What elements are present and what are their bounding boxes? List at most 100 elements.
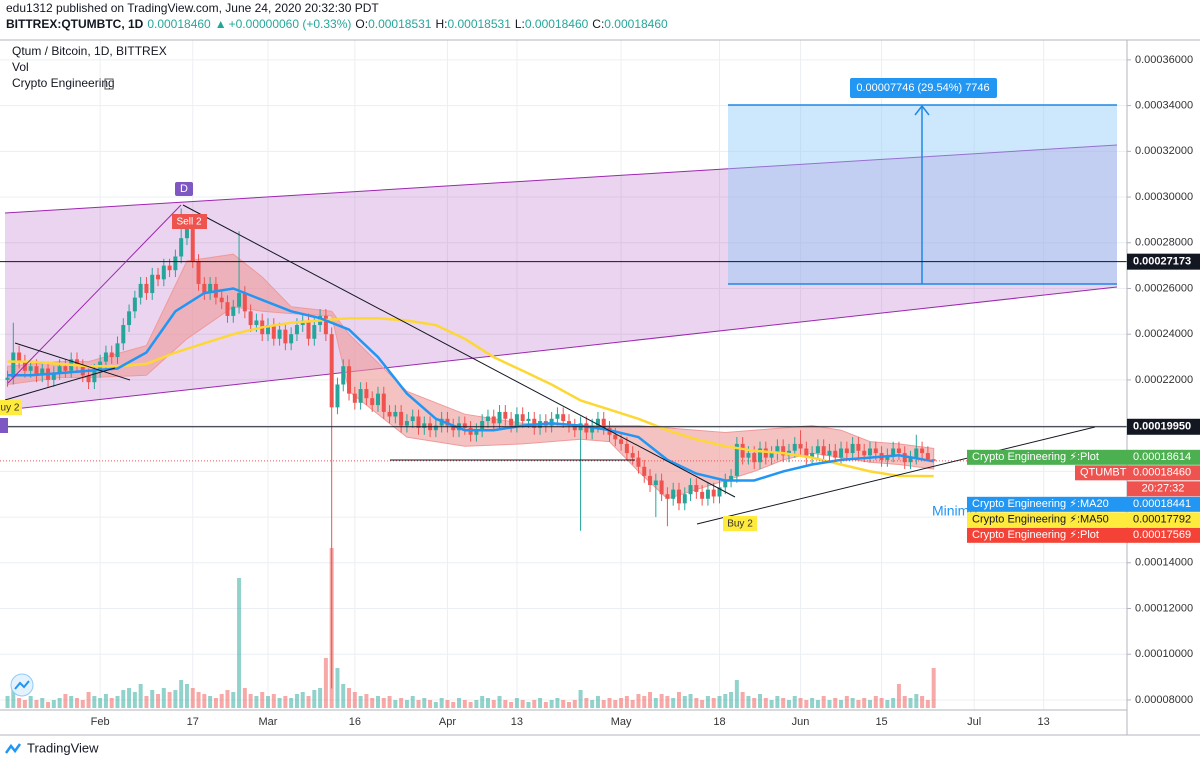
countdown: 20:27:32 [1142, 483, 1185, 495]
candle-body [642, 466, 647, 476]
candle-body [584, 423, 589, 433]
volume-bar [46, 702, 51, 708]
volume-bar [237, 578, 242, 708]
volume-bar [891, 698, 896, 708]
marker-value-box [1127, 449, 1200, 465]
y-tick-label: 0.00014000 [1135, 557, 1193, 569]
header-line: BITTREX:QTUMBTC, 1D 0.00018460 ▲ +0.0000006… [6, 17, 668, 31]
candle-body [167, 265, 172, 271]
moving-average [7, 316, 934, 478]
y-tick-label: 0.00008000 [1135, 694, 1193, 706]
candle-body [839, 448, 844, 458]
y-tick-label: 0.00032000 [1135, 145, 1193, 157]
candle-body [289, 334, 294, 344]
volume-bar [480, 696, 485, 708]
x-tick-label: Jul [967, 716, 981, 728]
x-tick-label: May [611, 716, 632, 728]
marker-name: QTUMBTC [1080, 467, 1134, 479]
volume-bar [277, 698, 282, 708]
symbol: BITTREX:QTUMBTC, 1D [6, 17, 144, 31]
candle-body [184, 229, 189, 239]
candle-body [566, 421, 571, 426]
candle-body [561, 414, 566, 422]
candle-body [723, 480, 728, 488]
volume-bar [729, 692, 734, 708]
volume-bar [289, 698, 294, 708]
volume-bar [659, 694, 664, 708]
volume-bar [572, 700, 577, 708]
candle-body [462, 423, 467, 428]
volume-bar [781, 698, 786, 708]
volume-bar [40, 698, 45, 708]
volume-bar [318, 688, 323, 708]
candle-body [86, 375, 91, 383]
candle-body [850, 443, 855, 454]
volume-bar [630, 700, 635, 708]
d-label-box [175, 182, 193, 196]
volume-bar [98, 698, 103, 708]
volume-bar [439, 698, 444, 708]
candle-body [202, 283, 207, 294]
volume-bar [103, 694, 108, 708]
candle-body [798, 443, 803, 449]
candle-body [769, 453, 774, 458]
volume-bar [457, 698, 462, 708]
sell-label-box [172, 214, 207, 229]
candle-body [231, 306, 236, 316]
volume-bar [74, 698, 79, 708]
volume-bar [266, 696, 271, 708]
volume-bar [769, 700, 774, 708]
volume-bar [856, 700, 861, 708]
candle-body [387, 411, 392, 417]
candle-body [931, 459, 936, 461]
candle-body [370, 398, 375, 406]
volume-bar [833, 698, 838, 708]
volume-bar [428, 700, 433, 708]
volume-bar [121, 690, 126, 708]
marker-name-box [967, 449, 1127, 465]
pattern-line [7, 204, 182, 384]
volume-bar [445, 700, 450, 708]
volume-bar [138, 684, 143, 708]
candle-body [665, 494, 670, 499]
volume-bar [665, 696, 670, 708]
ohlc-value: 0.00018531 [447, 17, 511, 31]
candle-body [758, 448, 763, 463]
candle-body [862, 450, 867, 456]
candle-body [399, 411, 404, 426]
candle-body [451, 425, 456, 431]
y-tick-label: 0.00036000 [1135, 54, 1193, 66]
volume-bar [300, 692, 305, 708]
volume-bar [694, 698, 699, 708]
legend-item: Crypto Engineering [12, 76, 115, 90]
volume-bar [688, 694, 693, 708]
volume-bar [584, 698, 589, 708]
candle-body [497, 411, 502, 424]
volume-bar [601, 700, 606, 708]
volume-bar [925, 700, 930, 708]
y-tick-label: 0.00024000 [1135, 328, 1193, 340]
volume-bar [294, 694, 299, 708]
volume-bar [404, 700, 409, 708]
candle-body [121, 325, 126, 344]
volume-bar [763, 698, 768, 708]
volume-bar [815, 700, 820, 708]
volume-bar [804, 700, 809, 708]
volume-bar [920, 696, 925, 708]
candle-body [781, 446, 786, 456]
candle-body [271, 325, 276, 339]
volume-bar [671, 698, 676, 708]
volume-bar [86, 692, 91, 708]
volume-bar [213, 698, 218, 708]
volume-bar [11, 684, 16, 708]
volume-bar [624, 696, 629, 708]
candle-body [28, 366, 33, 371]
candle-body [920, 448, 925, 454]
candle-body [474, 430, 479, 435]
note: Minimo [932, 503, 977, 519]
volume-bar [786, 700, 791, 708]
candle-body [925, 453, 930, 460]
volume-bar [474, 700, 479, 708]
candle-body [856, 443, 861, 451]
candle-body [729, 475, 734, 481]
